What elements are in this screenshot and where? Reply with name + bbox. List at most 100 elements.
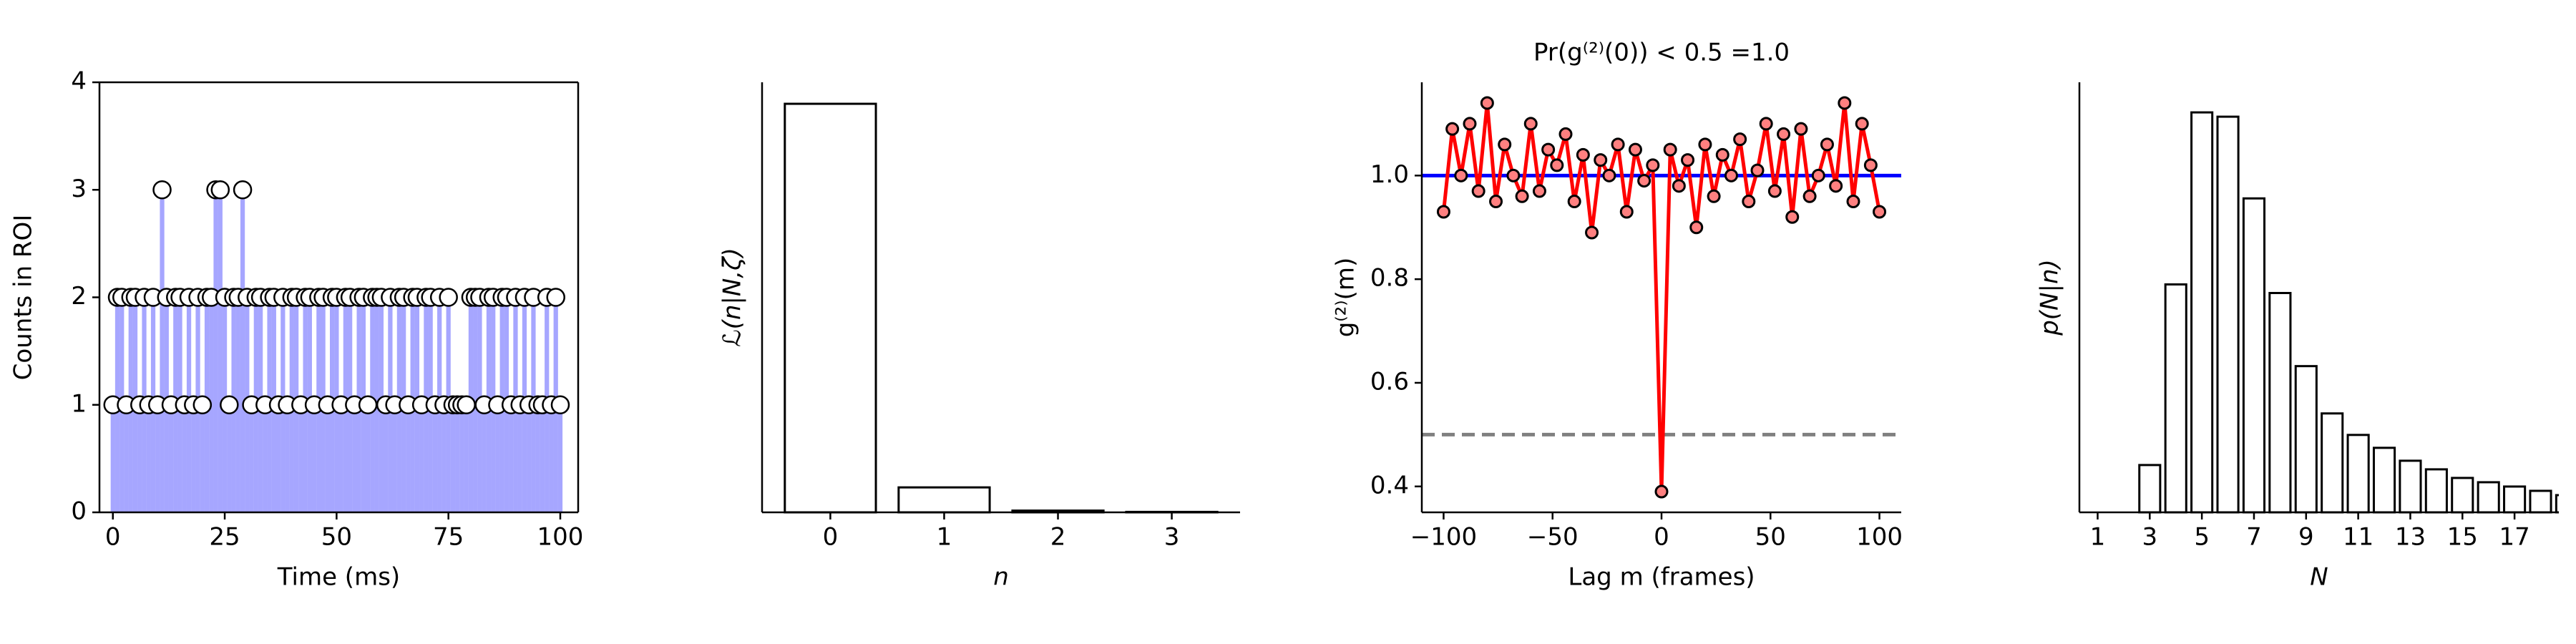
stem-marker <box>358 395 378 414</box>
data-marker <box>1794 122 1808 136</box>
bar <box>784 102 877 514</box>
data-marker <box>1445 122 1460 136</box>
data-marker <box>1646 158 1660 172</box>
bar <box>2555 494 2559 514</box>
stem-marker <box>439 288 458 307</box>
y-axis-label: ℒ(n|N,ζ) <box>718 248 747 347</box>
data-marker <box>1585 225 1599 240</box>
data-marker <box>1619 205 1634 219</box>
bar <box>2164 283 2187 514</box>
stem-marker <box>192 395 213 414</box>
x-tick-label: 15 <box>2447 523 2478 552</box>
plot-area <box>2138 111 2559 514</box>
bar <box>2138 464 2162 514</box>
bar <box>2372 447 2396 514</box>
data-marker <box>1471 184 1485 198</box>
data-marker <box>1698 137 1712 152</box>
y-tick-label: 0 <box>71 497 87 526</box>
x-axis-label: Lag m (frames) <box>1568 563 1755 592</box>
data-marker <box>1532 184 1546 198</box>
y-tick-label: 3 <box>71 175 87 203</box>
x-tick-label: −100 <box>1410 523 1477 552</box>
data-marker <box>1672 179 1686 193</box>
bar <box>2216 115 2240 514</box>
data-marker <box>1523 117 1538 131</box>
y-tick-label: 0.6 <box>1370 367 1409 396</box>
stem-marker <box>457 395 476 414</box>
data-marker <box>1838 96 1852 110</box>
data-marker <box>1594 153 1608 167</box>
data-marker <box>1663 142 1677 157</box>
bar <box>2242 197 2266 514</box>
data-marker <box>1567 195 1581 209</box>
bar <box>2529 489 2552 514</box>
data-marker <box>1811 168 1825 182</box>
y-tick-label: 4 <box>71 67 87 96</box>
y-tick-label: 0.8 <box>1370 264 1409 293</box>
bar <box>2190 111 2214 514</box>
x-axis-label: N <box>2310 563 2328 592</box>
x-tick-label: 7 <box>2246 523 2262 552</box>
bar <box>2503 485 2527 514</box>
x-tick-label: 5 <box>2194 523 2210 552</box>
data-marker <box>1681 153 1695 167</box>
x-tick-label: 0 <box>105 523 121 552</box>
data-marker <box>1463 117 1477 131</box>
data-marker <box>1846 195 1860 209</box>
data-marker <box>1759 117 1773 131</box>
bar <box>897 486 991 514</box>
data-marker <box>1454 168 1468 182</box>
data-marker <box>1820 137 1834 152</box>
y-tick-label: 1.0 <box>1370 160 1409 189</box>
data-marker <box>1498 137 1512 152</box>
data-marker <box>1707 189 1721 203</box>
x-axis-label: n <box>993 563 1009 592</box>
data-marker <box>1724 168 1738 182</box>
data-marker <box>1436 205 1450 219</box>
y-tick-label: 0.4 <box>1370 471 1409 499</box>
data-marker <box>1742 195 1756 209</box>
x-tick-label: 50 <box>1755 523 1786 552</box>
data-marker <box>1576 147 1590 162</box>
stem-marker <box>546 288 565 307</box>
data-marker <box>1689 220 1704 235</box>
x-tick-label: 11 <box>2343 523 2373 552</box>
stem-marker <box>550 395 570 414</box>
bar <box>2477 481 2500 514</box>
data-marker <box>1715 147 1729 162</box>
data-marker <box>1515 189 1529 203</box>
x-tick-label: 3 <box>1164 523 1180 552</box>
data-marker <box>1637 174 1652 188</box>
x-tick-label: 1 <box>937 523 952 552</box>
data-marker <box>1480 96 1494 110</box>
x-tick-label: 2 <box>1050 523 1066 552</box>
x-tick-label: 25 <box>209 523 240 552</box>
data-marker <box>1541 142 1556 157</box>
data-marker <box>1829 179 1843 193</box>
stem-marker <box>220 395 239 414</box>
bar <box>2321 412 2344 514</box>
data-marker <box>1785 210 1800 224</box>
x-tick-label: −50 <box>1527 523 1579 552</box>
data-marker <box>1628 142 1642 157</box>
chart-title: Pr(g⁽²⁾(0)) < 0.5 =1.0 <box>1533 39 1790 67</box>
x-tick-label: 1 <box>2090 523 2106 552</box>
bar <box>2424 468 2448 514</box>
x-tick-label: 100 <box>1856 523 1903 552</box>
x-tick-label: 50 <box>321 523 352 552</box>
y-axis-label: Counts in ROI <box>9 215 38 381</box>
data-marker <box>1602 168 1616 182</box>
data-marker <box>1750 163 1765 177</box>
data-marker <box>1863 158 1878 172</box>
data-marker <box>1733 132 1747 147</box>
data-marker <box>1489 195 1503 209</box>
bar <box>2346 434 2370 514</box>
data-marker <box>1777 127 1791 141</box>
x-axis-label: Time (ms) <box>277 563 400 592</box>
data-marker <box>1873 205 1887 219</box>
y-axis-label: p(N|n) <box>2036 259 2064 336</box>
x-tick-label: 17 <box>2499 523 2529 552</box>
x-tick-label: 9 <box>2298 523 2314 552</box>
plot-area <box>1422 96 1901 499</box>
